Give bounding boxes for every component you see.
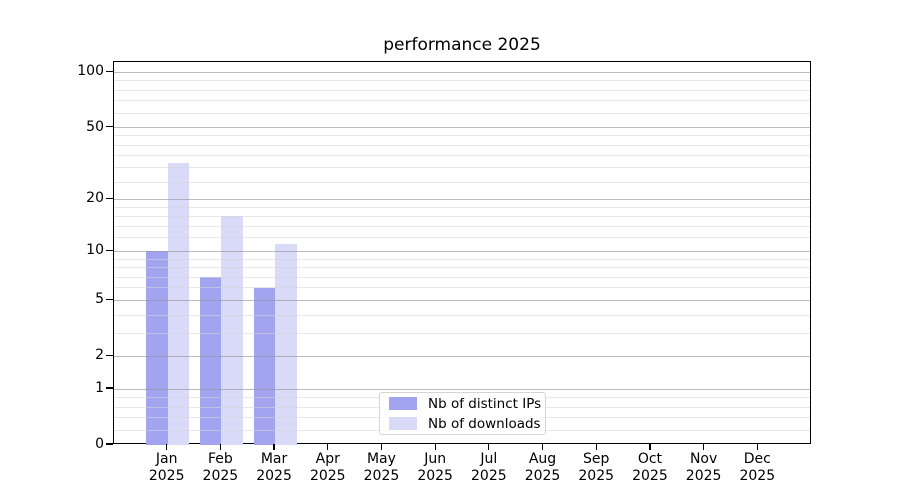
- y-gridline-minor: [114, 155, 810, 157]
- y-tick-mark: [106, 354, 113, 356]
- y-gridline-minor: [114, 287, 810, 289]
- bars-layer: [114, 62, 810, 445]
- y-gridline-minor: [114, 332, 810, 334]
- y-gridline-minor: [114, 267, 810, 269]
- legend-swatch-downloads: [389, 417, 417, 430]
- gridlines-layer: [114, 62, 810, 443]
- y-gridline-major: [114, 388, 810, 390]
- legend-label-downloads: Nb of downloads: [428, 415, 541, 432]
- x-tick-label: Jan 2025: [148, 451, 185, 484]
- y-tick-mark: [106, 387, 113, 389]
- legend-item-distinct-ips: Nb of distinct IPs: [389, 396, 541, 412]
- y-gridline-major: [114, 355, 810, 357]
- y-tick-mark: [106, 70, 113, 73]
- y-gridline-major: [114, 71, 810, 73]
- y-gridline-major: [114, 127, 810, 129]
- y-gridline-major: [114, 250, 810, 252]
- y-gridline-minor: [114, 181, 810, 183]
- y-gridline-minor: [114, 167, 810, 169]
- bar-feb-series0: [199, 277, 222, 445]
- y-tick-label: 2: [95, 347, 104, 364]
- x-tick-mark: [488, 444, 490, 450]
- y-tick-label: 10: [86, 242, 104, 259]
- y-gridline-minor: [114, 89, 810, 91]
- x-tick-label: Nov 2025: [685, 451, 722, 484]
- legend-item-downloads: Nb of downloads: [389, 416, 541, 432]
- y-gridline-minor: [114, 258, 810, 260]
- legend-label-distinct-ips: Nb of distinct IPs: [428, 395, 542, 412]
- x-tick-mark: [166, 444, 168, 450]
- x-tick-mark: [273, 444, 275, 450]
- x-tick-label: Apr 2025: [309, 451, 346, 484]
- y-tick-label: 0: [95, 436, 104, 452]
- y-gridline-minor: [114, 100, 810, 102]
- legend: Nb of distinct IPs Nb of downloads: [379, 392, 546, 435]
- y-gridline-minor: [114, 314, 810, 316]
- x-tick-label: Dec 2025: [739, 451, 776, 484]
- x-tick-label: Sep 2025: [578, 451, 615, 484]
- y-gridline-minor: [114, 206, 810, 208]
- y-tick-mark: [106, 126, 113, 128]
- y-tick-label: 50: [86, 118, 104, 135]
- y-gridline-major: [114, 299, 810, 301]
- x-tick-mark: [649, 444, 651, 450]
- x-tick-label: May 2025: [363, 451, 400, 484]
- plot-area: Nb of distinct IPs Nb of downloads: [113, 61, 811, 445]
- x-tick-mark: [756, 444, 758, 450]
- y-gridline-minor: [114, 237, 810, 239]
- y-tick-mark: [106, 298, 113, 300]
- x-tick-label: Jul 2025: [471, 451, 507, 484]
- y-gridline-minor: [114, 225, 810, 227]
- bar-jan-series0: [146, 251, 168, 445]
- x-tick-label: Feb 2025: [202, 451, 239, 484]
- y-gridline-major: [114, 198, 810, 200]
- bar-feb-series1: [221, 216, 243, 445]
- x-tick-mark: [380, 444, 383, 450]
- x-tick-mark: [434, 444, 436, 450]
- y-gridline-minor: [114, 80, 810, 82]
- y-tick-label: 1: [95, 380, 104, 397]
- y-tick-label: 5: [95, 291, 104, 308]
- y-tick-label: 20: [86, 190, 104, 207]
- y-gridline-minor: [114, 144, 810, 146]
- x-tick-label: Jun 2025: [417, 451, 453, 484]
- y-tick-mark: [106, 249, 113, 252]
- legend-swatch-distinct-ips: [389, 397, 417, 410]
- y-gridline-minor: [114, 215, 810, 217]
- x-tick-mark: [327, 444, 329, 450]
- x-tick-mark: [703, 444, 705, 450]
- x-tick-label: Oct 2025: [632, 451, 668, 484]
- chart-title: performance 2025: [383, 35, 541, 55]
- x-tick-label: Aug 2025: [524, 451, 561, 484]
- bar-mar-series0: [253, 287, 276, 445]
- y-gridline-minor: [114, 135, 810, 137]
- y-gridline-minor: [114, 276, 810, 278]
- y-tick-mark: [106, 443, 113, 445]
- y-tick-mark: [106, 197, 113, 199]
- y-gridline-minor: [114, 112, 810, 114]
- x-tick-mark: [541, 444, 544, 450]
- x-tick-label: Mar 2025: [256, 451, 292, 484]
- x-tick-mark: [219, 444, 221, 450]
- bar-mar-series1: [275, 244, 297, 445]
- bar-jan-series1: [167, 162, 190, 445]
- x-tick-mark: [595, 444, 597, 450]
- y-tick-label: 100: [77, 63, 104, 80]
